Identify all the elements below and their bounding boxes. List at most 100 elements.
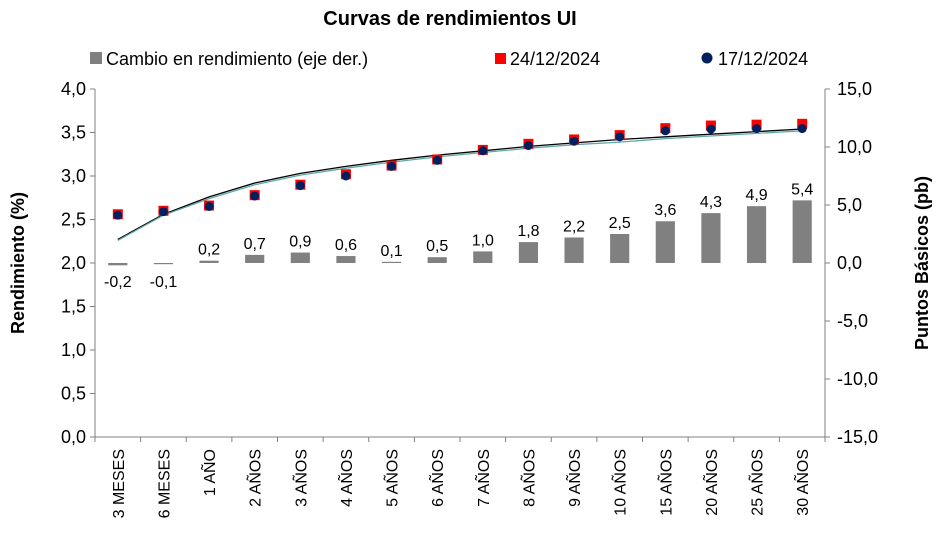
marker-dec17: [341, 171, 351, 181]
bar-series: [94, 200, 826, 442]
bar-data-label: 2,5: [609, 215, 631, 232]
bar-data-label: 4,9: [745, 187, 767, 204]
legend-label-dec24: 24/12/2024: [510, 49, 600, 69]
left-tick-label: 1,0: [61, 340, 86, 360]
right-tick-label: 10,0: [837, 137, 872, 157]
bar: [427, 257, 447, 263]
marker-dec24: [797, 118, 808, 129]
bar-data-label: -0,1: [150, 274, 178, 291]
left-tick-label: 0,5: [61, 384, 86, 404]
bar: [610, 234, 630, 263]
bar-data-label: -0,2: [104, 274, 132, 291]
trendline: [117, 130, 803, 241]
bar-data-labels: -0,2 -0,1 0,2 0,7 0,9 0,6 0,1 0,5 1,0 1,8 2,2 2,5 3,…: [104, 181, 813, 291]
legend: Cambio en rendimiento (eje der.) 24/12/2…: [90, 49, 808, 69]
trendlines: [117, 128, 803, 241]
marker-dec17: [706, 124, 716, 134]
category-label: 8 AÑOS: [518, 449, 538, 507]
category-label: 25 AÑOS: [747, 449, 767, 516]
right-tick-label: 0,0: [837, 253, 862, 273]
marker-dec17: [250, 191, 260, 201]
marker-dec17: [432, 155, 442, 165]
category-label: 6 AÑOS: [427, 449, 447, 507]
bar-data-label: 4,3: [700, 194, 722, 211]
marker-dec17: [295, 181, 305, 191]
bar: [655, 221, 675, 263]
category-label: 2 AÑOS: [245, 449, 265, 507]
marker-dec17: [158, 207, 168, 217]
left-axis-title: Rendimiento (%): [8, 192, 28, 334]
bar-data-label: 2,2: [563, 218, 585, 235]
bar-data-label: 0,9: [289, 234, 311, 251]
marker-dec17: [660, 126, 670, 136]
marker-dec17: [204, 201, 214, 211]
legend-swatch-bar: [90, 52, 102, 64]
left-tick-label: 0,0: [61, 427, 86, 447]
left-tick-label: 1,5: [61, 297, 86, 317]
legend-label-bar: Cambio en rendimiento (eje der.): [106, 49, 368, 69]
category-label: 15 AÑOS: [655, 449, 675, 516]
trendline: [117, 128, 803, 241]
bar: [518, 242, 539, 263]
marker-dec17: [387, 161, 397, 171]
category-label: 6 MESES: [156, 449, 173, 518]
bar: [290, 252, 310, 263]
bar-data-label: 1,0: [472, 232, 494, 249]
marker-dec17: [615, 132, 625, 142]
left-tick-label: 2,5: [61, 210, 86, 230]
bar-data-label: 0,1: [380, 243, 402, 260]
marker-dec17: [569, 136, 579, 146]
marker-dec17: [797, 124, 807, 134]
category-labels: 3 MESES 6 MESES 1 AÑO 2 AÑOS 3 AÑOS 4 AÑOS 5 A…: [111, 449, 812, 518]
marker-dec17: [523, 141, 533, 151]
bar: [381, 261, 402, 264]
category-label: 20 AÑOS: [701, 449, 721, 516]
category-label: 4 AÑOS: [336, 449, 356, 507]
bar-data-label: 1,8: [517, 223, 539, 240]
legend-label-dec17: 17/12/2024: [718, 49, 808, 69]
bar-data-label: 0,6: [335, 237, 357, 254]
right-axis-ticks: -15,0 -10,0 -5,0 0,0 5,0 10,0 15,0: [825, 79, 878, 447]
bar: [108, 263, 128, 266]
category-label: 1 AÑO: [199, 449, 219, 496]
bar: [564, 237, 584, 263]
bar-data-label: 0,7: [244, 236, 266, 253]
right-tick-label: 15,0: [837, 79, 872, 99]
bar: [245, 254, 265, 263]
category-label: 3 AÑOS: [290, 449, 310, 507]
legend-swatch-dec17: [701, 52, 713, 64]
category-label: 3 MESES: [111, 449, 128, 518]
category-label: 9 AÑOS: [564, 449, 584, 507]
left-tick-label: 3,0: [61, 166, 86, 186]
left-tick-label: 4,0: [61, 79, 86, 99]
marker-dec17: [113, 210, 123, 220]
left-tick-label: 3,5: [61, 123, 86, 143]
category-label: 5 AÑOS: [382, 449, 402, 507]
right-tick-label: 5,0: [837, 195, 862, 215]
category-label: 7 AÑOS: [473, 449, 493, 507]
right-tick-label: -15,0: [837, 427, 878, 447]
bar: [792, 200, 812, 263]
bar: [473, 251, 493, 263]
bar-data-label: 0,2: [198, 242, 220, 259]
left-axis-ticks: 0,0 0,5 1,0 1,5 2,0 2,5 3,0 3,5 4,0: [61, 79, 95, 447]
marker-dec17: [752, 124, 762, 134]
right-tick-label: -10,0: [837, 369, 878, 389]
bar-data-label: 3,6: [654, 202, 676, 219]
scatter-series-dec17: [113, 124, 807, 220]
category-label: 30 AÑOS: [792, 449, 812, 516]
bar-data-label: 5,4: [791, 181, 813, 198]
category-label: 10 AÑOS: [610, 449, 630, 516]
bar: [746, 206, 767, 263]
chart-title: Curvas de rendimientos UI: [323, 8, 576, 30]
bar-data-label: 0,5: [426, 238, 448, 255]
bar: [336, 256, 356, 263]
right-axis-title: Puntos Básicos (pb): [912, 176, 932, 350]
right-tick-label: -5,0: [837, 311, 868, 331]
bar: [153, 263, 174, 265]
bar: [701, 213, 721, 263]
bar: [199, 260, 219, 263]
left-tick-label: 2,0: [61, 253, 86, 273]
marker-dec17: [478, 146, 488, 156]
